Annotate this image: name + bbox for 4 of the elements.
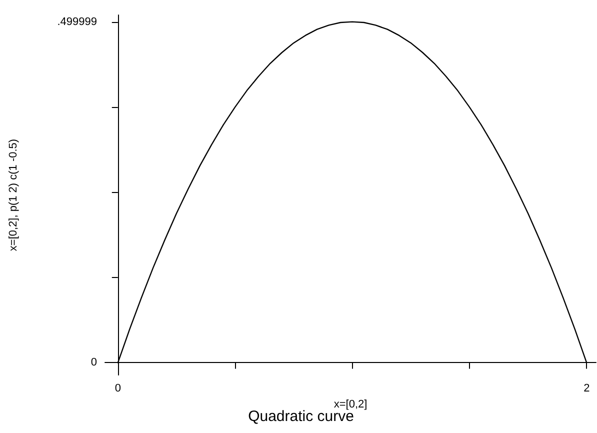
x-axis-title: x=[0,2]	[334, 398, 368, 410]
y-axis-title: x=[0,2], p(1 2) c(1 -0.5)	[8, 138, 20, 252]
x-tick-label: 2	[584, 382, 590, 394]
y-tick-label: .499999	[57, 16, 97, 28]
